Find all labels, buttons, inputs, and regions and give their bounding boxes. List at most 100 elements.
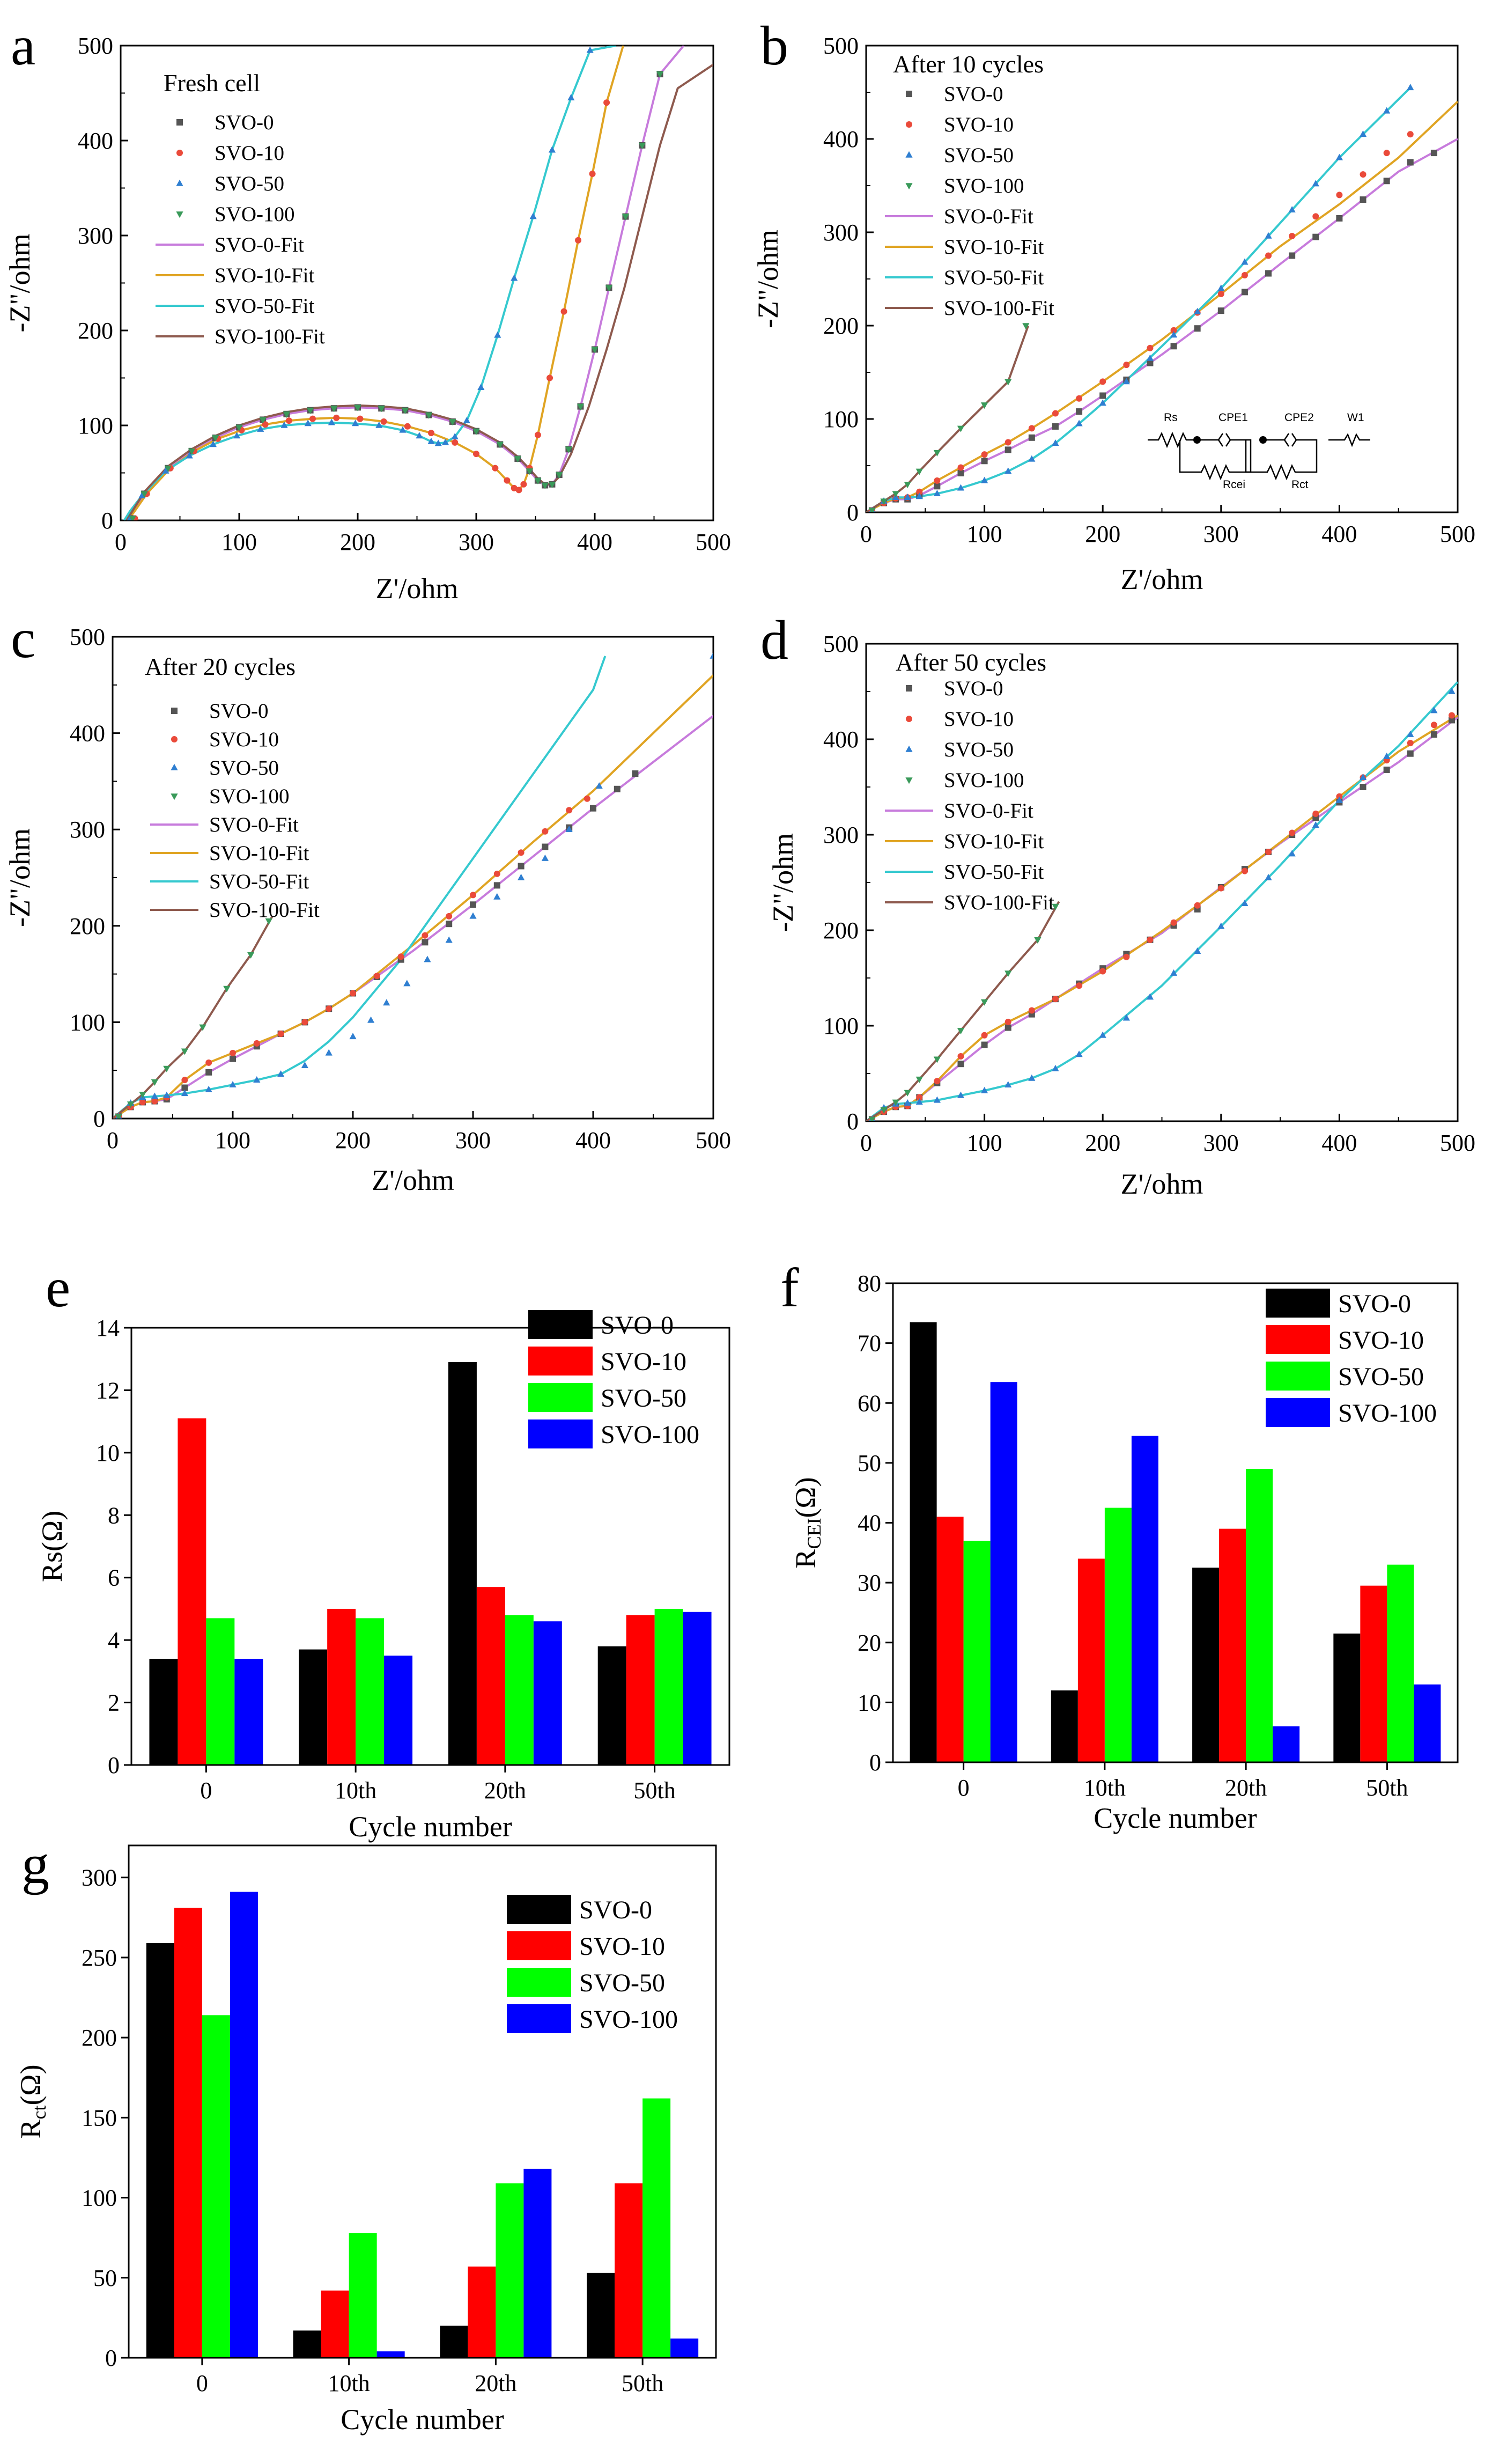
data-point-svo-10 [518, 849, 525, 856]
circuit-label-rcei: Rcei [1223, 479, 1245, 491]
legend-label-svo-100-fit: SVO-100-Fit [215, 325, 325, 348]
data-point-svo-50 [1028, 455, 1036, 462]
x-tick-label: 50th [622, 2370, 663, 2396]
bar-svo-50-20th [505, 1615, 534, 1765]
data-point-svo-10 [542, 828, 549, 835]
data-point-svo-50 [477, 384, 485, 390]
legend-label-svo-100: SVO-100 [601, 1421, 699, 1449]
data-point-svo-50 [1194, 947, 1201, 954]
data-point-svo-100 [164, 465, 172, 472]
x-tick-label: 0 [196, 2370, 208, 2396]
plot-area [866, 84, 1458, 512]
data-point-svo-50 [1146, 354, 1154, 361]
data-point-svo-50 [1122, 1014, 1130, 1021]
y-tick-label: 150 [82, 2105, 117, 2131]
data-point-svo-50 [1004, 1081, 1012, 1088]
data-point-svo-0 [1004, 446, 1011, 453]
legend-label-svo-100: SVO-100 [209, 785, 290, 808]
data-point-svo-100 [957, 1028, 965, 1035]
bar-svo-50-10th [349, 2233, 377, 2358]
legend-swatch-svo-0 [176, 119, 183, 126]
data-point-svo-100 [904, 1090, 911, 1097]
data-point-svo-10 [1004, 1018, 1011, 1025]
y-tick-label: 10 [96, 1440, 120, 1466]
legend-swatch-svo-0 [171, 708, 178, 714]
x-axis-label: Z'/ohm [376, 572, 459, 605]
data-point-svo-10 [1217, 290, 1224, 297]
data-point-svo-0 [1147, 359, 1154, 366]
data-point-svo-100 [868, 1116, 876, 1121]
y-tick-label: 0 [101, 507, 113, 534]
data-point-svo-10 [546, 374, 553, 381]
data-point-svo-0 [1360, 784, 1367, 790]
y-tick-label: 40 [858, 1510, 881, 1536]
data-point-svo-50 [933, 490, 941, 496]
data-point-svo-0 [1448, 717, 1455, 724]
data-point-svo-50 [469, 912, 477, 919]
legend-label-svo-0-fit: SVO-0-Fit [215, 233, 304, 256]
y-tick-label: 300 [823, 822, 859, 848]
panel-title: Fresh cell [164, 69, 260, 97]
bar-svo-100-20th [1273, 1726, 1300, 1762]
legend-label-svo-50: SVO-50 [944, 144, 1014, 167]
fit-line-svo-100-fit [113, 915, 274, 1119]
bar-svo-0-20th [1192, 1568, 1220, 1762]
data-point-svo-50 [229, 1080, 237, 1087]
data-point-svo-0 [181, 1084, 188, 1091]
legend-label-svo-10: SVO-10 [209, 728, 279, 751]
data-point-svo-10 [1265, 849, 1272, 856]
y-axis-label: RCEI(Ω) [789, 1477, 825, 1568]
data-point-svo-10 [1241, 867, 1248, 874]
data-point-svo-0 [614, 785, 621, 792]
x-tick-label: 50th [634, 1777, 676, 1804]
legend-label-svo-50: SVO-50 [579, 1969, 665, 1997]
x-tick-label: 300 [1203, 1130, 1239, 1156]
data-point-svo-50 [1288, 850, 1296, 857]
y-tick-label: 60 [858, 1390, 881, 1416]
x-tick-label: 300 [455, 1127, 491, 1153]
data-point-svo-10 [1147, 344, 1154, 351]
data-point-svo-100 [265, 918, 272, 925]
y-tick-label: 4 [108, 1627, 120, 1653]
data-point-svo-0 [934, 483, 941, 490]
data-point-svo-100 [1004, 379, 1012, 386]
x-tick-label: 0 [860, 1130, 872, 1156]
legend-swatch-svo-10 [528, 1347, 593, 1376]
plot-area [113, 652, 713, 1119]
y-tick-label: 200 [823, 313, 859, 339]
y-tick-label: 100 [823, 1013, 859, 1039]
x-tick-label: 0 [860, 521, 872, 547]
data-point-svo-50 [1359, 130, 1367, 137]
legend-label-svo-50: SVO-50 [209, 756, 279, 779]
panel-label: g [21, 1834, 49, 1895]
data-point-svo-0 [542, 843, 549, 850]
legend-swatch-svo-50 [171, 763, 178, 770]
legend-swatch-svo-0 [528, 1310, 593, 1339]
data-point-svo-50 [427, 437, 435, 444]
data-point-svo-10 [253, 1040, 260, 1047]
panel-label: c [11, 608, 35, 670]
data-point-svo-0 [1194, 325, 1201, 332]
data-point-svo-10 [981, 451, 988, 458]
bar-svo-10-50th [615, 2183, 643, 2358]
bar-svo-10-10th [321, 2290, 349, 2358]
y-tick-label: 400 [823, 126, 859, 152]
x-axis-label: Cycle number [349, 1811, 512, 1843]
data-point-svo-10 [357, 415, 364, 422]
data-point-svo-0 [1004, 1024, 1011, 1031]
y-tick-label: 400 [78, 128, 113, 154]
data-point-svo-50 [1052, 439, 1059, 446]
data-point-svo-10 [520, 481, 527, 488]
legend-swatch-svo-0 [906, 685, 912, 692]
data-point-svo-100 [548, 481, 556, 488]
data-point-svo-50 [434, 439, 442, 446]
y-tick-label: 50 [93, 2265, 117, 2291]
y-axis-label: -Z"/ohm [4, 828, 36, 927]
x-tick-label: 100 [967, 521, 1002, 547]
data-point-svo-50 [416, 432, 423, 439]
data-point-svo-100 [591, 347, 599, 354]
data-point-svo-50 [493, 893, 501, 900]
bar-svo-100-0 [990, 1382, 1017, 1762]
data-point-svo-100 [378, 406, 385, 413]
data-point-svo-50 [518, 873, 525, 880]
